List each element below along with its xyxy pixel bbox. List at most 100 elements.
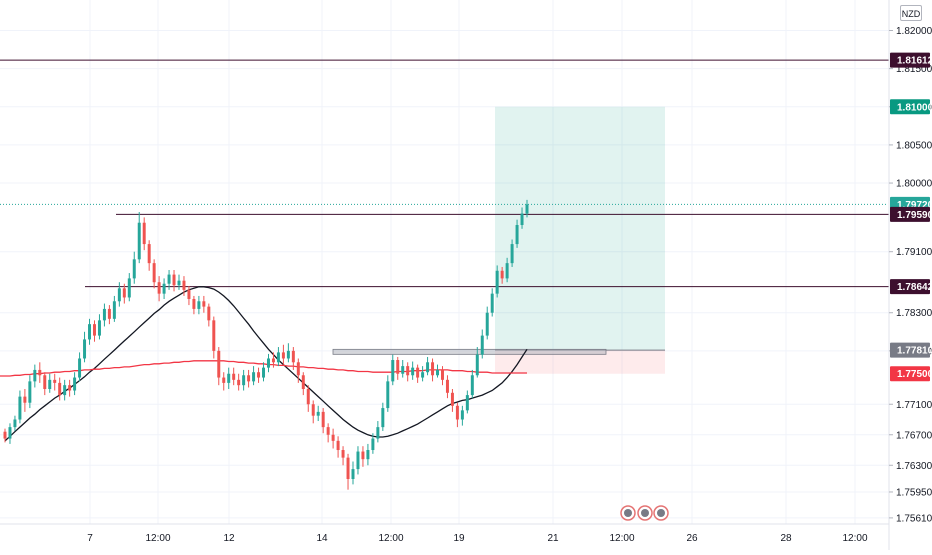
candle-body[interactable] [500, 270, 504, 279]
candle-body[interactable] [262, 367, 266, 378]
candle-body[interactable] [152, 263, 156, 283]
price-label-badge[interactable] [890, 99, 930, 115]
stop-loss-zone[interactable] [495, 350, 665, 374]
candle-body[interactable] [33, 369, 37, 382]
candle-body[interactable] [43, 375, 47, 389]
candle-body[interactable] [450, 392, 454, 406]
candle-body[interactable] [281, 352, 285, 359]
candle-body[interactable] [460, 410, 464, 420]
candle-body[interactable] [411, 367, 415, 376]
candle-body[interactable] [311, 404, 315, 416]
candle-body[interactable] [172, 274, 176, 286]
candle-body[interactable] [485, 312, 489, 336]
candle-body[interactable] [495, 270, 499, 294]
candle-body[interactable] [107, 308, 111, 319]
candle-body[interactable] [455, 405, 459, 420]
event-icons[interactable] [620, 505, 669, 521]
candle-body[interactable] [142, 222, 146, 245]
candle-body[interactable] [386, 381, 390, 409]
candle-body[interactable] [510, 244, 514, 264]
event-flag-icon[interactable] [657, 509, 665, 517]
candle-body[interactable] [470, 375, 474, 396]
candle-body[interactable] [341, 450, 345, 458]
candle-body[interactable] [396, 360, 400, 374]
candle-body[interactable] [416, 367, 420, 378]
candle-body[interactable] [132, 259, 136, 279]
candle-body[interactable] [78, 358, 82, 378]
candle-body[interactable] [68, 385, 72, 391]
candle-body[interactable] [525, 204, 529, 214]
candle-body[interactable] [247, 375, 251, 382]
candle-body[interactable] [18, 396, 22, 420]
candle-body[interactable] [97, 320, 101, 336]
candle-body[interactable] [301, 375, 305, 389]
candle-body[interactable] [515, 225, 519, 245]
candle-body[interactable] [376, 427, 380, 439]
candle-body[interactable] [465, 395, 469, 411]
resistance-box[interactable] [332, 348, 607, 355]
candle-body[interactable] [63, 385, 67, 396]
candle-body[interactable] [271, 358, 275, 363]
candle-body[interactable] [440, 369, 444, 380]
candle-body[interactable] [426, 362, 430, 373]
candle-body[interactable] [371, 438, 375, 451]
candle-body[interactable] [351, 469, 355, 479]
candle-body[interactable] [242, 375, 246, 386]
candle-body[interactable] [406, 366, 410, 376]
candle-body[interactable] [73, 377, 77, 391]
event-flag-icon[interactable] [624, 509, 632, 517]
candle-body[interactable] [3, 431, 7, 439]
candle-body[interactable] [38, 369, 42, 376]
candle-body[interactable] [167, 274, 171, 284]
take-profit-zone[interactable] [495, 106, 665, 351]
candle-body[interactable] [92, 324, 96, 336]
candle-body[interactable] [326, 427, 330, 435]
candle-body[interactable] [346, 457, 350, 479]
candle-body[interactable] [182, 280, 186, 290]
candle-body[interactable] [48, 379, 52, 389]
candle-body[interactable] [112, 301, 116, 319]
price-label-badge[interactable] [890, 366, 930, 382]
candle-body[interactable] [177, 280, 181, 286]
candle-body[interactable] [421, 372, 425, 378]
candle-body[interactable] [291, 350, 295, 363]
candle-body[interactable] [197, 301, 201, 309]
candle-body[interactable] [490, 293, 494, 313]
price-label-badge[interactable] [890, 206, 930, 222]
candle-body[interactable] [381, 408, 385, 428]
candle-body[interactable] [192, 298, 196, 309]
candle-body[interactable] [202, 301, 206, 307]
candle-body[interactable] [445, 379, 449, 393]
candle-body[interactable] [207, 306, 211, 321]
candle-body[interactable] [127, 278, 131, 298]
candle-body[interactable] [480, 335, 484, 355]
candle-body[interactable] [53, 379, 57, 383]
candle-body[interactable] [366, 450, 370, 460]
candle-body[interactable] [157, 282, 161, 294]
candle-body[interactable] [83, 339, 87, 359]
candle-body[interactable] [222, 377, 226, 383]
candle-body[interactable] [227, 373, 231, 383]
candle-body[interactable] [356, 451, 360, 470]
price-label-badge[interactable] [890, 342, 930, 358]
candle-body[interactable] [520, 213, 524, 226]
candle-body[interactable] [266, 358, 270, 368]
candle-body[interactable] [28, 381, 32, 403]
candle-body[interactable] [401, 366, 405, 374]
candle-body[interactable] [316, 411, 320, 416]
price-label-badge[interactable] [890, 279, 930, 295]
candle-body[interactable] [296, 362, 300, 376]
candle-body[interactable] [217, 350, 221, 378]
candle-body[interactable] [505, 263, 509, 279]
candle-body[interactable] [102, 308, 106, 321]
candle-body[interactable] [431, 362, 435, 376]
candle-body[interactable] [237, 379, 241, 386]
candle-body[interactable] [276, 352, 280, 363]
candle-body[interactable] [257, 372, 261, 378]
candle-body[interactable] [321, 411, 325, 428]
candle-body[interactable] [187, 289, 191, 299]
candle-body[interactable] [8, 427, 12, 439]
candle-body[interactable] [117, 288, 121, 302]
